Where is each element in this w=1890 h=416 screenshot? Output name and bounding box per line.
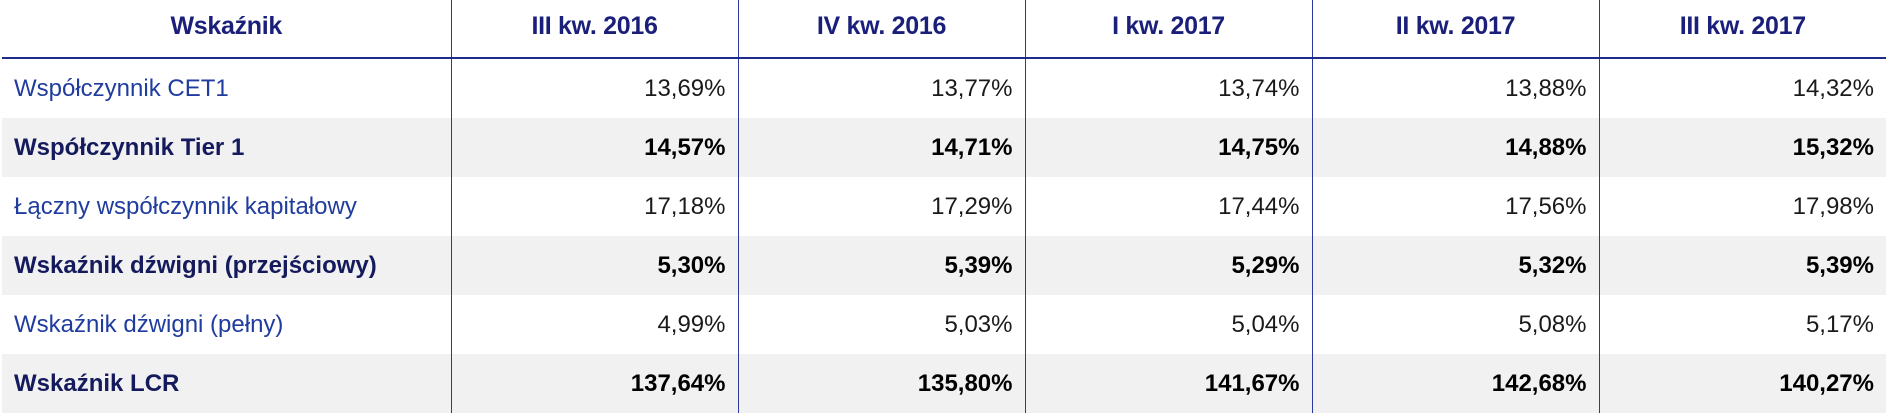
header-q2-2017-text: II kw. 2017	[1395, 12, 1516, 40]
cell-value: 5,30%	[450, 236, 738, 295]
cell-value: 17,98%	[1598, 177, 1886, 236]
cell-value: 14,57%	[450, 118, 738, 177]
cell-value: 137,64%	[450, 354, 738, 413]
cell-value: 15,32%	[1598, 118, 1886, 177]
cell-value: 5,03%	[737, 295, 1025, 354]
cell-value: 17,56%	[1311, 177, 1599, 236]
cell-value: 13,74%	[1024, 58, 1312, 118]
cell-value: 13,69%	[450, 58, 738, 118]
row-label: Wskaźnik dźwigni (pełny)	[14, 310, 284, 338]
cell-value: 140,27%	[1598, 354, 1886, 413]
cell-value: 5,17%	[1598, 295, 1886, 354]
table-header: Wskaźnik III kw. 2016 IV kw. 2016 I kw. …	[2, 0, 1886, 59]
row-label: Łączny współczynnik kapitałowy	[14, 192, 357, 220]
cell-value: 5,08%	[1311, 295, 1599, 354]
table-row-leverage-full: Wskaźnik dźwigni (pełny) 4,99% 5,03% 5,0…	[2, 295, 1886, 354]
header-indicator: Wskaźnik	[2, 0, 451, 59]
header-q1-2017-text: I kw. 2017	[1112, 12, 1225, 40]
cell-value: 141,67%	[1024, 354, 1312, 413]
header-q4-2016-text: IV kw. 2016	[816, 12, 947, 40]
table-row-cet1: Współczynnik CET1 13,69% 13,77% 13,74% 1…	[2, 58, 1886, 118]
header-q4-2016: IV kw. 2016	[737, 0, 1025, 59]
header-row: Wskaźnik III kw. 2016 IV kw. 2016 I kw. …	[2, 0, 1886, 59]
header-q3-2016-text: III kw. 2016	[531, 12, 658, 40]
row-label: Wskaźnik dźwigni (przejściowy)	[2, 236, 451, 295]
row-label: Wskaźnik LCR	[2, 354, 451, 413]
header-q2-2017: II kw. 2017	[1311, 0, 1599, 59]
cell-value: 17,29%	[737, 177, 1025, 236]
cell-value: 5,39%	[737, 236, 1025, 295]
cell-value: 17,18%	[450, 177, 738, 236]
header-q3-2017: III kw. 2017	[1598, 0, 1886, 59]
header-q1-2017: I kw. 2017	[1024, 0, 1312, 59]
cell-value: 14,71%	[737, 118, 1025, 177]
cell-value: 14,88%	[1311, 118, 1599, 177]
cell-value: 14,32%	[1598, 58, 1886, 118]
cell-value: 4,99%	[450, 295, 738, 354]
row-label: Współczynnik Tier 1	[2, 118, 451, 177]
table-row-total-capital: Łączny współczynnik kapitałowy 17,18% 17…	[2, 177, 1886, 236]
cell-value: 5,32%	[1311, 236, 1599, 295]
table-row-leverage-transitional: Wskaźnik dźwigni (przejściowy) 5,30% 5,3…	[2, 236, 1886, 295]
table-row-lcr: Wskaźnik LCR 137,64% 135,80% 141,67% 142…	[2, 354, 1886, 413]
table-row-tier1: Współczynnik Tier 1 14,57% 14,71% 14,75%…	[2, 118, 1886, 177]
header-q3-2017-text: III kw. 2017	[1679, 12, 1806, 40]
cell-value: 14,75%	[1024, 118, 1312, 177]
cell-value: 17,44%	[1024, 177, 1312, 236]
cell-value: 135,80%	[737, 354, 1025, 413]
row-label: Współczynnik CET1	[14, 74, 229, 102]
cell-value: 13,77%	[737, 58, 1025, 118]
cell-value: 5,39%	[1598, 236, 1886, 295]
table-body: Współczynnik CET1 13,69% 13,77% 13,74% 1…	[2, 58, 1886, 413]
cell-value: 5,29%	[1024, 236, 1312, 295]
cell-value: 142,68%	[1311, 354, 1599, 413]
cell-value: 5,04%	[1024, 295, 1312, 354]
cell-value: 13,88%	[1311, 58, 1599, 118]
header-indicator-text: Wskaźnik	[170, 12, 283, 40]
header-q3-2016: III kw. 2016	[450, 0, 738, 59]
